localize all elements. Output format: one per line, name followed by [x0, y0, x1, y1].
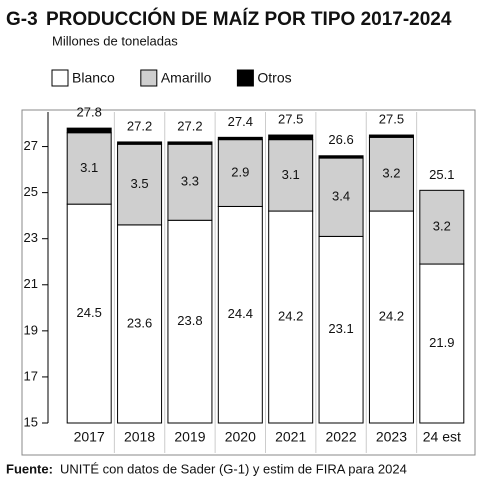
bar-segment — [66, 127, 112, 134]
value-label: 2.9 — [231, 164, 249, 179]
chart-code: G-3 — [6, 9, 38, 30]
legend-label: Blanco — [72, 70, 115, 86]
bar-segment — [318, 235, 364, 424]
bar-segment — [419, 263, 465, 424]
total-label: 27.5 — [379, 111, 404, 126]
frame — [21, 109, 476, 456]
bar-segment — [268, 139, 314, 212]
value-label: 23.1 — [328, 321, 353, 336]
total-label: 27.5 — [278, 111, 303, 126]
y-tick-label: 25 — [24, 184, 38, 199]
y-tick-label: 21 — [24, 276, 38, 291]
bar-segment — [217, 205, 263, 424]
value-label: 21.9 — [429, 335, 454, 350]
y-tick-label: 17 — [24, 368, 38, 383]
x-tick-label: 24 est — [423, 429, 461, 445]
y-tick-label: 19 — [24, 322, 38, 337]
value-label: 24.5 — [77, 305, 102, 320]
chart-title: PRODUCCIÓN DE MAÍZ POR TIPO 2017-2024 — [46, 8, 452, 30]
x-tick-label: 2020 — [225, 429, 256, 445]
legend-swatch — [236, 69, 254, 87]
total-label: 27.4 — [228, 114, 253, 129]
total-label: 27.8 — [77, 105, 102, 120]
x-tick-label: 2023 — [376, 429, 407, 445]
source-label: Fuente: — [6, 461, 53, 476]
value-label: 3.1 — [80, 160, 98, 175]
total-label: 27.2 — [177, 118, 202, 133]
bar-segment — [167, 143, 213, 221]
bar-segment — [117, 143, 163, 226]
total-label: 27.2 — [127, 118, 152, 133]
x-tick-label: 2017 — [74, 429, 105, 445]
x-tick-label: 2022 — [325, 429, 356, 445]
y-tick-label: 15 — [24, 414, 38, 429]
value-label: 23.8 — [177, 313, 202, 328]
value-label: 3.3 — [181, 174, 199, 189]
legend-label: Amarillo — [161, 70, 212, 86]
x-tick-label: 2021 — [275, 429, 306, 445]
legend-swatch — [51, 69, 69, 87]
bar-segment — [318, 157, 364, 237]
bar-segment — [368, 134, 414, 138]
bar-segment — [318, 155, 364, 159]
bar-segment — [117, 141, 163, 145]
bar-segment — [419, 189, 465, 265]
total-label: 26.6 — [328, 132, 353, 147]
value-label: 3.5 — [131, 176, 149, 191]
legend-label: Otros — [257, 70, 291, 86]
value-label: 3.2 — [433, 219, 451, 234]
x-tick-label: 2018 — [124, 429, 155, 445]
chart-subtitle: Millones de toneladas — [52, 33, 178, 48]
bar-segment — [368, 210, 414, 424]
y-tick-label: 23 — [24, 230, 38, 245]
x-tick-label: 2019 — [174, 429, 205, 445]
bar-segment — [268, 134, 314, 141]
value-label: 3.1 — [282, 167, 300, 182]
y-tick-label: 27 — [24, 138, 38, 153]
legend-swatch — [140, 69, 158, 87]
value-label: 24.4 — [228, 306, 253, 321]
value-label: 3.4 — [332, 189, 350, 204]
bar-segment — [268, 210, 314, 424]
value-label: 3.2 — [382, 166, 400, 181]
bar-segment — [167, 141, 213, 145]
value-label: 24.2 — [278, 308, 303, 323]
value-label: 24.2 — [379, 308, 404, 323]
source: UNITÉ con datos de Sader (G-1) y estim d… — [60, 461, 407, 476]
bar-segment — [217, 136, 263, 141]
bar-segment — [167, 219, 213, 424]
value-label: 23.6 — [127, 315, 152, 330]
total-label: 25.1 — [429, 167, 454, 182]
bar-segment — [368, 136, 414, 212]
